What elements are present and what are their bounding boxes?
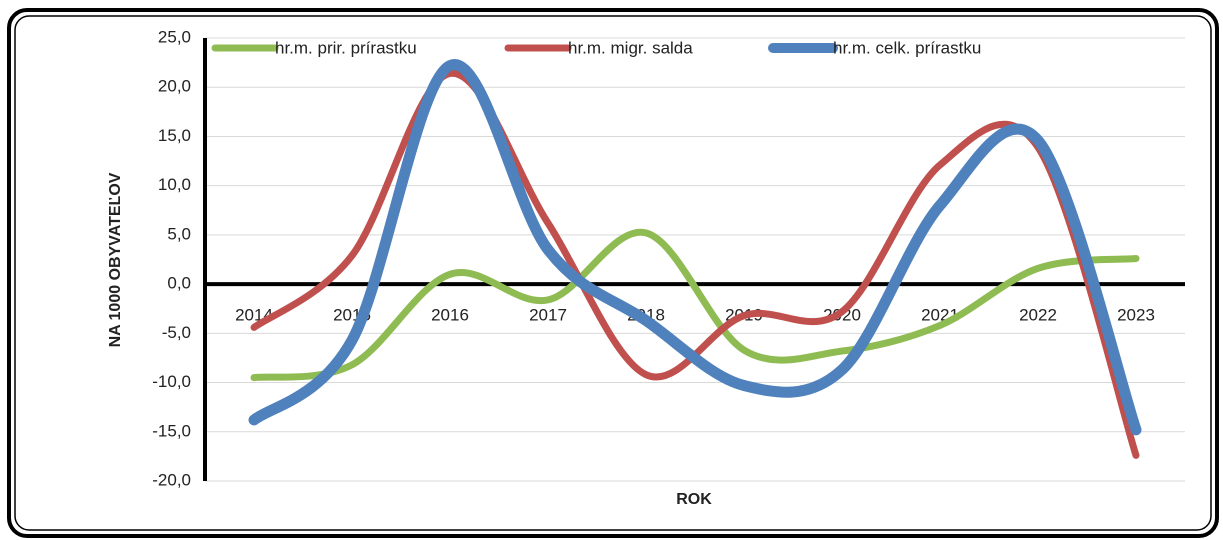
y-tick-label: 25,0	[158, 27, 191, 46]
legend-label: hr.m. migr. salda	[568, 38, 693, 57]
x-tick-label: 2017	[529, 306, 567, 325]
x-tick-label: 2022	[1019, 306, 1057, 325]
y-tick-label: -15,0	[152, 421, 191, 440]
y-axis-label: NA 1000 OBYVATEĽOV	[107, 172, 124, 347]
chart-frame-inner	[14, 15, 1212, 531]
y-tick-label: 20,0	[158, 77, 191, 96]
x-tick-label: 2016	[431, 306, 469, 325]
x-tick-label: 2023	[1117, 306, 1155, 325]
y-tick-label: -10,0	[152, 372, 191, 391]
chart-frame	[7, 8, 1219, 538]
series-line	[248, 59, 1142, 436]
y-tick-label: -5,0	[162, 323, 191, 342]
legend-label: hr.m. celk. prírastku	[833, 38, 981, 57]
x-axis-label: ROK	[676, 491, 712, 508]
y-tick-label: 0,0	[167, 274, 191, 293]
y-tick-label: -20,0	[152, 470, 191, 489]
legend-label: hr.m. prir. prírastku	[275, 38, 417, 57]
y-tick-label: 10,0	[158, 175, 191, 194]
y-tick-label: 15,0	[158, 126, 191, 145]
y-tick-label: 5,0	[167, 224, 191, 243]
series-line	[250, 228, 1140, 382]
